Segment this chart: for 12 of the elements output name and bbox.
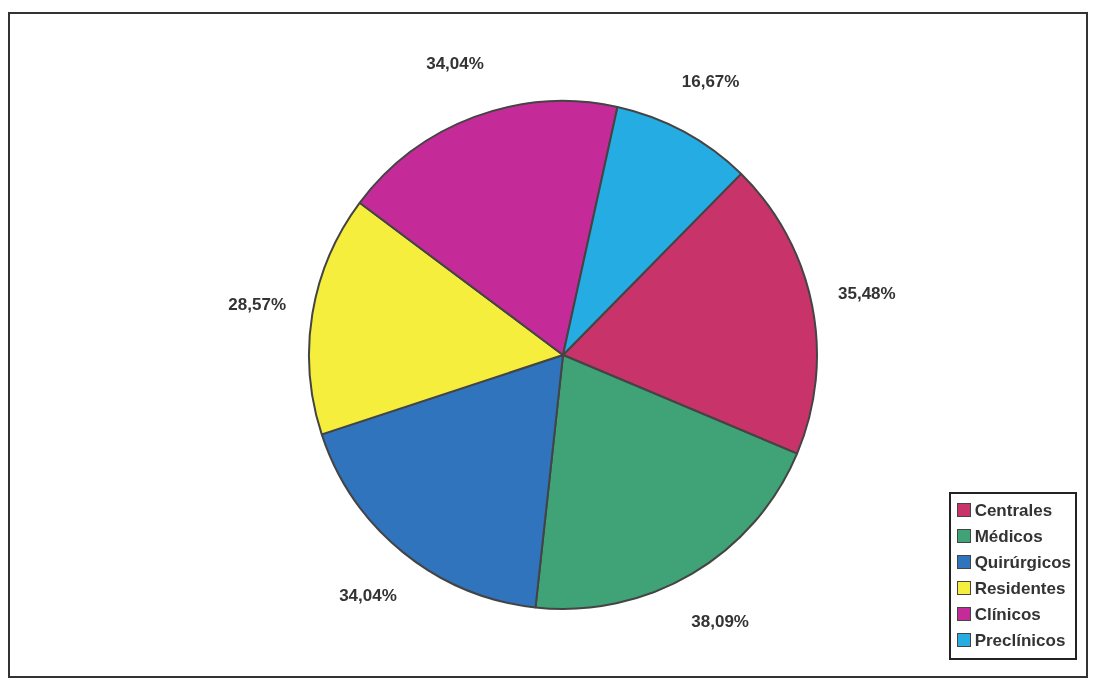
data-label: 38,09% [691,611,749,631]
legend-label: Clínicos [973,604,1042,626]
data-label: 35,48% [838,283,896,303]
data-label: 16,67% [681,72,740,92]
legend-label: Quirúrgicos [973,552,1071,574]
legend-label: Médicos [973,526,1044,548]
legend-label: Preclínicos [973,630,1067,652]
legend-label: Centrales [973,500,1054,522]
data-label: 28,57% [228,294,287,314]
legend-label: Residentes [973,578,1067,600]
data-label: 34,04% [426,54,484,74]
data-label: 34,04% [339,585,397,605]
